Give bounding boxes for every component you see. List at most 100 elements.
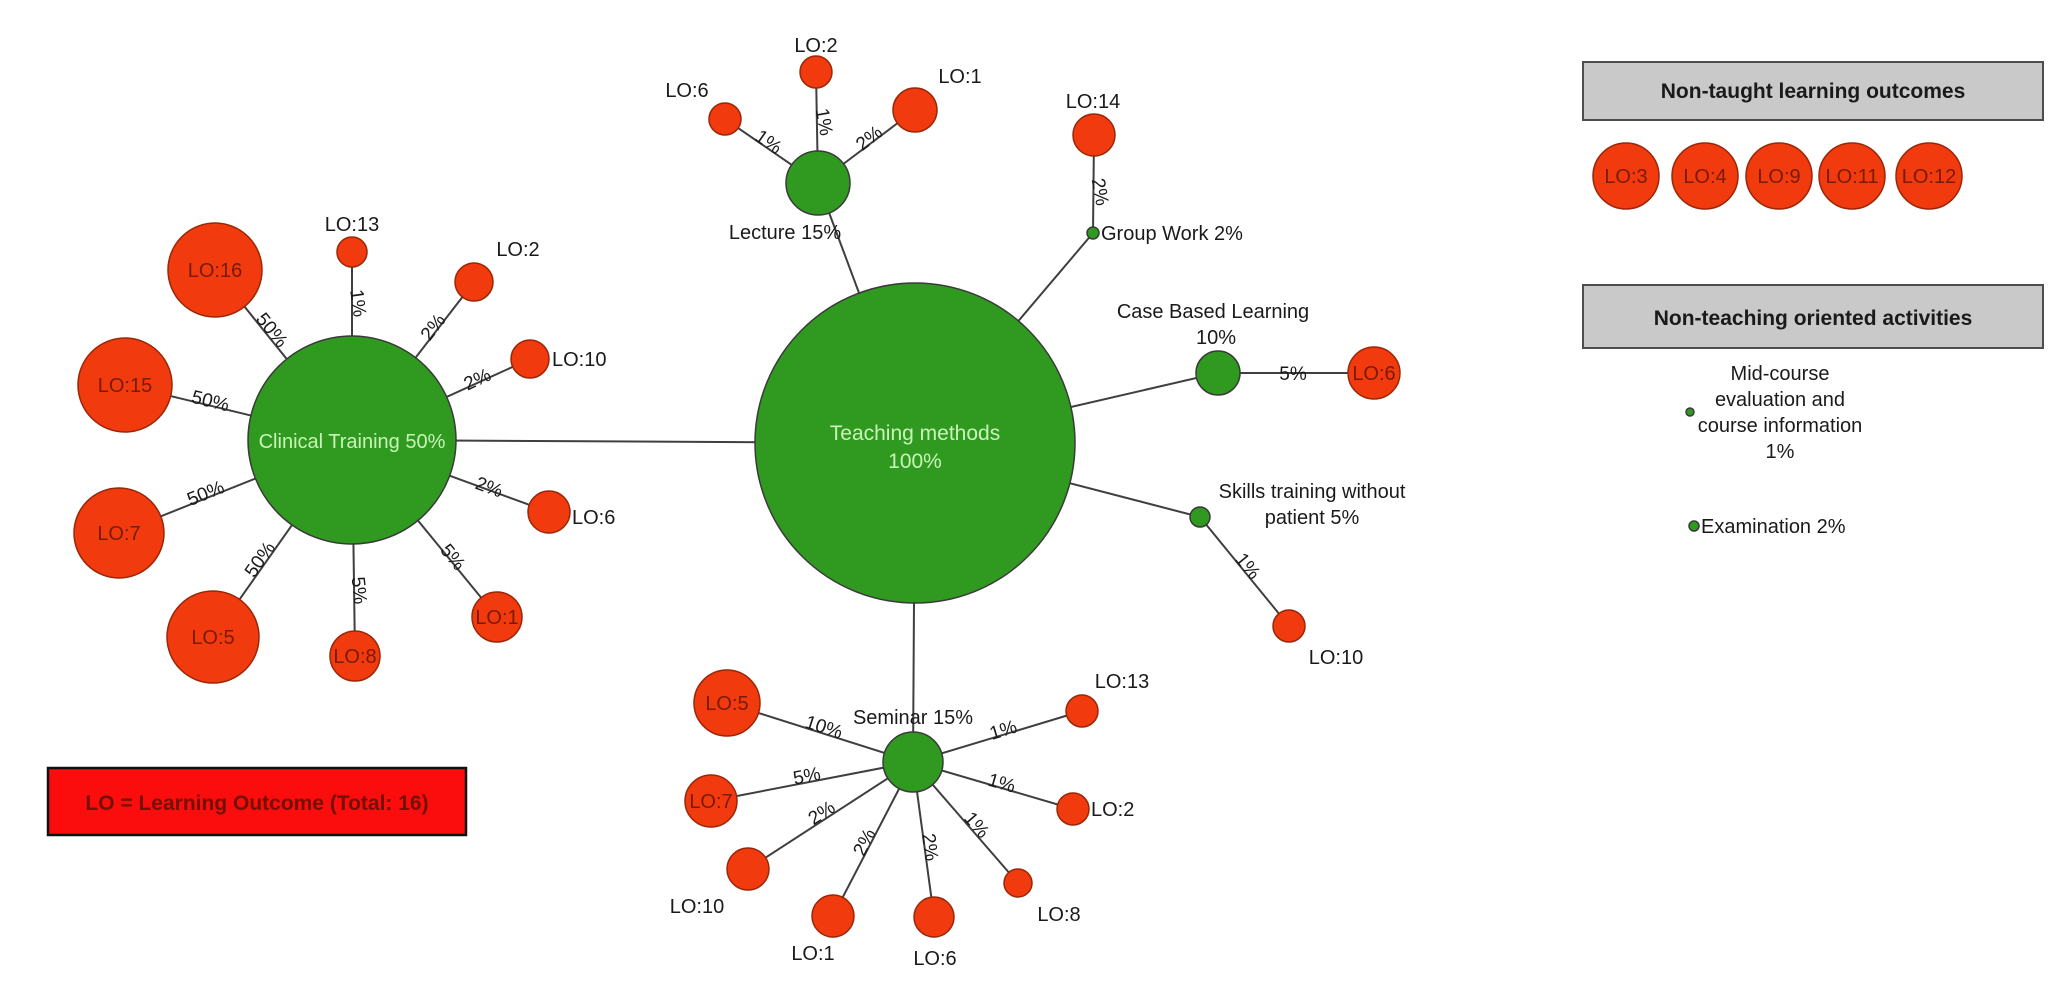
seminar-lo5-node (693, 669, 761, 737)
casebased-lo6-node (1347, 346, 1401, 400)
teaching-methods-node (754, 282, 1076, 604)
seminar-lo7-pct: 5% (791, 764, 822, 790)
lecture-lo6-node (708, 102, 742, 136)
clinical-lo16-label: LO:16 (188, 260, 242, 282)
seminar-lo2-label: LO:2 (1091, 799, 1134, 821)
non-taught-lo12-label: LO:12 (1902, 166, 1956, 188)
non-taught-lo4-label: LO:4 (1683, 166, 1726, 188)
seminar-lo13-pct: 1% (987, 717, 1020, 745)
seminar-lo10-node (726, 847, 770, 891)
seminar-lo2-node (1056, 792, 1090, 826)
clinical-lo5-node (166, 590, 260, 684)
lecture-lo1-pct: 2% (852, 122, 887, 156)
green-nodes (247, 150, 1241, 793)
lecture-lo2-pct: 1% (811, 107, 836, 138)
legend-box (46, 766, 468, 837)
non-teaching-title: Non-teaching oriented activities (1654, 307, 1973, 330)
seminar-lo7-label: LO:7 (689, 791, 732, 813)
seminar-label: Seminar 15% (853, 707, 973, 729)
seminar-lo5-pct: 10% (802, 712, 845, 744)
seminar-lo7-node (684, 774, 738, 828)
mid-course-line2: evaluation and (1715, 389, 1845, 411)
examination-dot (1688, 520, 1700, 532)
clinical-lo2-pct: 2% (417, 310, 451, 345)
clinical-lo7-node (73, 487, 165, 579)
lecture-lo6-pct: 1% (751, 126, 786, 159)
clinical-lo1-label: LO:1 (475, 607, 518, 629)
mid-course-line4: 1% (1766, 441, 1795, 463)
skills-lo10-label: LO:10 (1309, 647, 1363, 669)
seminar-lo8-pct: 1% (959, 808, 993, 843)
clinical-lo10-pct: 2% (461, 365, 495, 396)
lecture-lo2-node (799, 55, 833, 89)
non-taught-lo3-label: LO:3 (1604, 166, 1647, 188)
non-taught-lo11-node (1818, 142, 1886, 210)
non-teaching-title-box (1582, 284, 2044, 349)
clinical-lo10-label: LO:10 (552, 349, 606, 371)
case-based-label-line1: Case Based Learning (1117, 301, 1309, 323)
seminar-lo8-node (1003, 868, 1033, 898)
seminar-lo5-label: LO:5 (705, 693, 748, 715)
non-taught-panel: Non-taught learning outcomes LO:3 LO:4 L… (1582, 61, 2044, 210)
clinical-lo16-pct: 50% (251, 309, 291, 352)
clinical-lo6-node (527, 490, 571, 534)
legend: LO = Learning Outcome (Total: 16) (46, 766, 468, 837)
lecture-lo1-label: LO:1 (938, 66, 981, 88)
clinical-lo6-label: LO:6 (572, 507, 615, 529)
seminar-lo10-label: LO:10 (670, 896, 724, 918)
clinical-lo13-pct: 1% (345, 288, 370, 318)
groupwork-lo14-label: LO:14 (1066, 91, 1120, 113)
examination-label: Examination 2% (1701, 516, 1846, 538)
non-taught-lo9-node (1745, 142, 1813, 210)
mid-course-dot (1685, 407, 1695, 417)
casebased-lo6-pct: 5% (1279, 364, 1307, 385)
clinical-lo8-node (329, 630, 381, 682)
non-teaching-panel: Non-teaching oriented activities Mid-cou… (1582, 284, 2044, 538)
clinical-lo8-pct: 5% (347, 576, 371, 606)
seminar-lo6-pct: 2% (917, 832, 942, 862)
clinical-lo6-pct: 2% (472, 473, 505, 502)
clinical-lo1-node (471, 591, 523, 643)
seminar-lo6-label: LO:6 (913, 948, 956, 970)
clinical-lo2-node (454, 262, 494, 302)
skills-lo10-node (1272, 609, 1306, 643)
case-based-label-line2: 10% (1196, 327, 1236, 349)
lecture-lo1-node (892, 87, 938, 133)
seminar-lo13-label: LO:13 (1095, 671, 1149, 693)
clinical-lo15-label: LO:15 (98, 375, 152, 397)
seminar-lo10-pct: 2% (805, 797, 840, 830)
clinical-lo13-node (336, 236, 368, 268)
skills-lo10-pct: 1% (1230, 549, 1264, 584)
seminar-node (882, 731, 944, 793)
teaching-methods-label-line2: 100% (888, 450, 942, 473)
clinical-lo5-pct: 50% (241, 538, 280, 581)
seminar-lo13-node (1065, 694, 1099, 728)
non-taught-lo9-label: LO:9 (1757, 166, 1800, 188)
mid-course-line1: Mid-course (1731, 363, 1830, 385)
edge-seminar-lo10 (747, 761, 914, 870)
skills-label-line2: patient 5% (1265, 507, 1360, 529)
lecture-node (785, 150, 851, 216)
clinical-lo7-label: LO:7 (97, 523, 140, 545)
non-taught-lo3-node (1592, 142, 1660, 210)
clinical-lo5-label: LO:5 (191, 627, 234, 649)
edge-seminar-lo7 (710, 761, 914, 802)
groupwork-lo14-pct: 2% (1087, 177, 1112, 208)
clinical-lo16-node (167, 222, 263, 318)
seminar-lo1-label: LO:1 (791, 943, 834, 965)
group-work-node (1086, 226, 1100, 240)
clinical-lo2-label: LO:2 (496, 239, 539, 261)
non-taught-title-box (1582, 61, 2044, 121)
non-taught-lo12-node (1895, 142, 1963, 210)
seminar-lo6-node (913, 896, 955, 938)
red-nodes (73, 55, 1401, 938)
seminar-lo1-pct: 2% (850, 825, 881, 859)
clinical-lo13-label: LO:13 (325, 214, 379, 236)
casebased-lo6-label: LO:6 (1352, 363, 1395, 385)
mid-course-line3: course information (1698, 415, 1863, 437)
clinical-lo8-label: LO:8 (333, 646, 376, 668)
clinical-training-label: Clinical Training 50% (259, 431, 446, 453)
teaching-methods-label-line1: Teaching methods (830, 422, 1000, 445)
